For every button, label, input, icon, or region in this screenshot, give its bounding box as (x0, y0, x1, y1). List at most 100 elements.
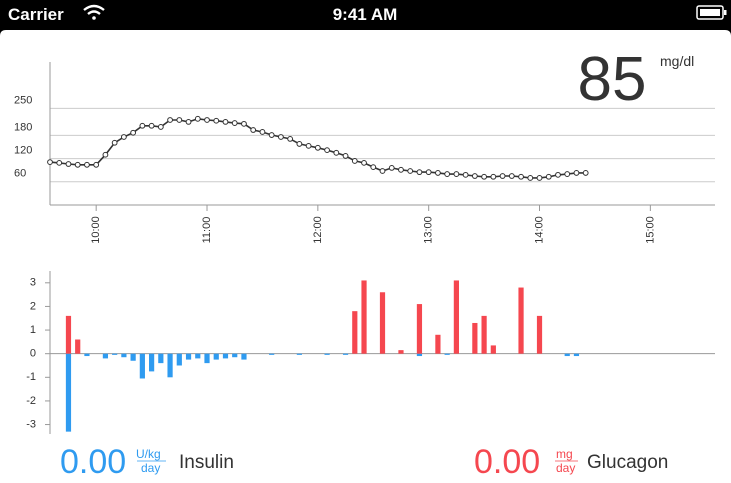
glucose-point (314, 144, 321, 151)
dose-bar (536, 315, 543, 354)
dose-bar (176, 353, 182, 366)
insulin-unit-bottom: day (141, 461, 160, 475)
glucose-point (573, 170, 580, 176)
glucose-point (333, 149, 340, 156)
glucose-point (545, 173, 552, 180)
dose-bar (185, 353, 192, 360)
dose-bar (139, 353, 145, 379)
dose-bar (167, 353, 173, 378)
y-tick-label: 250 (14, 94, 32, 106)
dose-bar (121, 353, 127, 358)
glucose-point (139, 122, 146, 129)
glucose-point (167, 117, 173, 123)
glucose-point (305, 142, 312, 149)
glucagon-unit-top: mg (556, 447, 573, 461)
dose-bar (222, 353, 229, 359)
dose-bar (130, 353, 136, 361)
glucose-point (555, 171, 561, 178)
dose-bar (416, 304, 423, 354)
glucose-point (407, 168, 414, 174)
glucose-point (241, 120, 247, 127)
insulin-unit-top: U/kg (136, 447, 161, 461)
app-background (0, 30, 731, 483)
glucose-point (508, 173, 515, 179)
dose-bar (84, 353, 90, 357)
dose-bar (361, 280, 367, 354)
dose-bar (472, 322, 478, 354)
carrier: Carrier (8, 5, 64, 24)
dose-bar (352, 311, 358, 354)
dose-bar (112, 353, 118, 355)
dose-bar (204, 353, 210, 364)
glucose-point (259, 129, 266, 135)
dose-bar (75, 339, 81, 354)
glucose-point (379, 168, 386, 174)
glucose-value: 85 (578, 45, 647, 114)
glucose-point (130, 129, 137, 136)
glucose-point (453, 171, 460, 177)
glucagon-value: 0.00 (474, 443, 540, 481)
x-tick-label: 12:00 (312, 216, 324, 244)
x-tick-label: 15:00 (644, 216, 656, 244)
glucose-point (213, 117, 220, 124)
glucose-point (351, 158, 358, 164)
y-tick-label: 180 (14, 121, 32, 133)
glucose-point (296, 141, 303, 147)
glucose-point (490, 173, 497, 180)
glucose-point (176, 117, 183, 123)
glucose-point (74, 161, 81, 168)
y-tick-label: 2 (30, 300, 36, 312)
dose-bar (379, 292, 386, 354)
dose-bar (324, 353, 330, 355)
y-tick-label: 120 (14, 145, 32, 157)
dose-bar (398, 350, 404, 354)
clock: 9:41 AM (333, 5, 398, 24)
glucose-point (268, 132, 275, 138)
glucose-point (157, 124, 164, 130)
dose-bar (296, 353, 302, 355)
glucose-point (388, 164, 395, 171)
glucose-point (444, 171, 451, 177)
dose-chart: 3 2 1 0 -1 -2 -3 (26, 271, 715, 434)
glucose-unit: mg/dl (660, 53, 694, 69)
dose-bar (435, 334, 441, 354)
glucose-point (185, 119, 192, 125)
x-tick-label: 14:00 (533, 216, 545, 244)
glucose-point (582, 170, 589, 176)
y-tick-label: -1 (26, 371, 36, 383)
glucose-point (398, 166, 404, 173)
dose-bar (416, 353, 423, 357)
glucose-point (342, 153, 349, 159)
glucose-point (564, 171, 571, 177)
dose-bar (269, 353, 275, 355)
glucose-point (536, 175, 543, 181)
glucose-point (102, 151, 109, 158)
dose-bar (490, 345, 496, 354)
x-tick-label: 10:00 (90, 216, 102, 244)
glucose-point (148, 122, 155, 129)
glucose-point (370, 164, 377, 171)
dose-bar (65, 315, 72, 354)
dose-bar (65, 353, 72, 432)
status-bar (0, 0, 731, 30)
glucose-point (111, 139, 118, 146)
x-tick-label: 13:00 (423, 216, 435, 244)
dose-bar (158, 353, 164, 364)
glucose-point (527, 175, 534, 181)
dose-bar (342, 353, 349, 355)
glucose-point (56, 159, 63, 166)
dose-bar (573, 353, 580, 357)
battery-icon (696, 5, 727, 20)
insulin-value: 0.00 (60, 443, 126, 481)
glucose-point (194, 115, 201, 122)
glucose-chart: 60 120 180 250 10:00 11:00 12:00 13:00 14:00 15:0… (14, 62, 715, 244)
y-tick-label: 60 (14, 168, 26, 180)
glucose-point (425, 169, 432, 176)
dose-bar (232, 353, 238, 358)
insulin-label: Insulin (179, 452, 234, 473)
glucose-point (204, 117, 210, 123)
glucose-point (471, 173, 478, 179)
dose-bar (564, 353, 570, 357)
